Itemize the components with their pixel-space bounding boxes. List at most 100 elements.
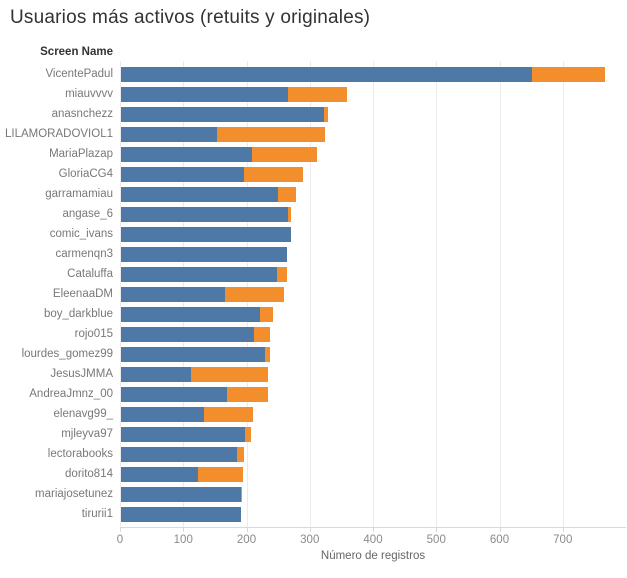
x-tick-label: 100 <box>173 534 193 546</box>
bar-segment-blue[interactable] <box>121 506 241 522</box>
bar-segment-blue[interactable] <box>121 286 225 302</box>
bar-rows: VicentePadul miauvvvv anasnchezz LILAMORADO… <box>0 64 627 524</box>
bar-segment-orange[interactable] <box>532 66 605 82</box>
bar-track <box>121 364 627 384</box>
bar-segment-orange[interactable] <box>287 206 292 222</box>
row-label: rojo015 <box>74 328 113 340</box>
bar-segment-blue[interactable] <box>121 366 192 382</box>
bar-segment-blue[interactable] <box>121 266 277 282</box>
bar-track <box>121 64 627 84</box>
bar-segment-blue[interactable] <box>121 486 241 502</box>
bar-track <box>121 104 627 124</box>
bar-segment-blue[interactable] <box>121 406 204 422</box>
bar-segment-orange[interactable] <box>217 126 326 142</box>
bar-segment-orange[interactable] <box>237 446 245 462</box>
x-tick <box>562 528 564 532</box>
row-label: comic_ivans <box>49 228 113 240</box>
row-label: MariaPlazap <box>49 148 113 160</box>
bar-segment-orange[interactable] <box>264 346 271 362</box>
x-tick-label: 200 <box>236 534 257 546</box>
bar-row: LILAMORADOVIOL1 <box>0 124 627 144</box>
bar-track <box>121 84 627 104</box>
bar-track <box>121 144 627 164</box>
bar-row: EleenaaDM <box>0 284 627 304</box>
bar-segment-blue[interactable] <box>121 106 325 122</box>
bar-track <box>121 264 627 284</box>
row-label: tirurii1 <box>81 508 113 520</box>
bar-segment-blue[interactable] <box>121 306 261 322</box>
bar-segment-orange[interactable] <box>287 86 347 102</box>
row-label: LILAMORADOVIOL1 <box>4 128 113 140</box>
x-tick-label: 700 <box>553 534 573 546</box>
bar-segment-orange[interactable] <box>251 146 318 162</box>
row-label: garramamiau <box>45 188 113 200</box>
x-tick-label: 400 <box>363 534 383 546</box>
bar-segment-blue[interactable] <box>121 66 533 82</box>
bar-track <box>121 324 627 344</box>
bar-segment-blue[interactable] <box>121 226 291 242</box>
x-axis: 0 100 200 300 400 500 600 700 <box>116 527 626 568</box>
bar-segment-orange[interactable] <box>224 286 284 302</box>
row-label: anasnchezz <box>51 108 113 120</box>
row-label: Cataluffa <box>67 268 113 280</box>
row-label: JesusJMMA <box>50 368 113 380</box>
bar-segment-blue[interactable] <box>121 206 288 222</box>
bar-segment-orange[interactable] <box>324 106 328 122</box>
bar-segment-orange[interactable] <box>198 466 244 482</box>
bar-track <box>121 464 627 484</box>
x-tick-label: 300 <box>300 534 320 546</box>
x-tick <box>246 528 248 532</box>
bar-row: comic_ivans <box>0 224 627 244</box>
row-label: mjleyva97 <box>61 428 113 440</box>
bar-row: angase_6 <box>0 204 627 224</box>
bar-track <box>121 164 627 184</box>
row-label: VicentePadul <box>45 68 113 80</box>
x-axis-title: Número de registros <box>320 550 426 562</box>
bar-track <box>121 504 627 524</box>
bar-track <box>121 124 627 144</box>
bar-segment-blue[interactable] <box>121 246 287 262</box>
bar-segment-blue[interactable] <box>121 346 265 362</box>
bar-segment-orange[interactable] <box>244 426 251 442</box>
bar-segment-blue[interactable] <box>121 146 252 162</box>
bar-track <box>121 244 627 264</box>
bar-segment-orange[interactable] <box>191 366 269 382</box>
bar-track <box>121 344 627 364</box>
rows-header-label: Screen Name <box>40 46 113 58</box>
x-tick <box>183 528 185 532</box>
bar-segment-blue[interactable] <box>121 126 218 142</box>
bar-track <box>121 204 627 224</box>
x-tick-label: 0 <box>116 534 124 546</box>
bar-segment-orange[interactable] <box>243 166 304 182</box>
bar-row: JesusJMMA <box>0 364 627 384</box>
bar-segment-orange[interactable] <box>277 186 297 202</box>
bar-segment-blue[interactable] <box>121 326 255 342</box>
bar-segment-orange[interactable] <box>276 266 287 282</box>
bar-row: boy_darkblue <box>0 304 627 324</box>
bar-segment-blue[interactable] <box>121 466 199 482</box>
bar-segment-orange[interactable] <box>227 386 269 402</box>
row-label: boy_darkblue <box>43 308 113 320</box>
x-tick-label: 600 <box>489 534 510 546</box>
x-tick <box>373 528 374 532</box>
bar-segment-blue[interactable] <box>121 166 244 182</box>
bar-track <box>121 184 627 204</box>
bar-row: MariaPlazap <box>0 144 627 164</box>
bar-segment-blue[interactable] <box>121 386 228 402</box>
gridline <box>499 61 501 527</box>
bar-segment-blue[interactable] <box>121 426 245 442</box>
x-tick <box>436 528 438 532</box>
bar-segment-orange[interactable] <box>254 326 271 342</box>
bar-segment-orange[interactable] <box>260 306 274 322</box>
bar-segment-orange[interactable] <box>203 406 254 422</box>
bar-segment-blue[interactable] <box>121 86 288 102</box>
row-label: elenavg99_ <box>53 408 113 420</box>
bar-segment-orange[interactable] <box>240 486 243 502</box>
row-label: mariajosetunez <box>35 488 113 500</box>
bar-segment-blue[interactable] <box>121 186 278 202</box>
row-label: AndreaJmnz_00 <box>29 388 113 400</box>
bar-segment-blue[interactable] <box>121 446 238 462</box>
x-tick <box>120 528 121 532</box>
bar-track <box>121 484 627 504</box>
